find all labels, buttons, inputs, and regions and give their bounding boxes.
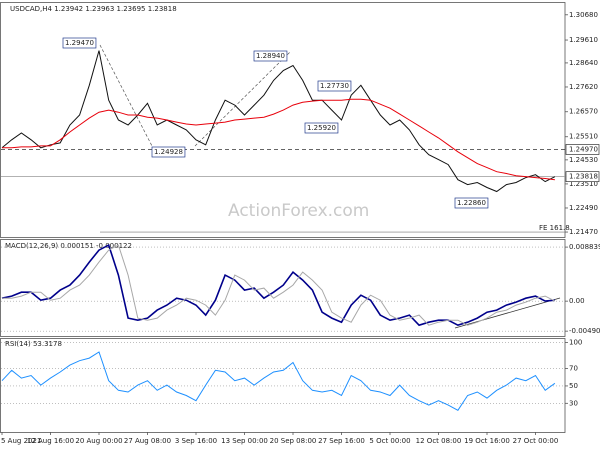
y-tick-label: 1.30680 [569, 11, 598, 19]
y-tick-label: 0.00 [569, 297, 585, 305]
rsi-panel [0, 338, 566, 433]
x-tick-label: 20 Sep 08:00 [270, 437, 317, 445]
x-tick-label: 19 Oct 16:00 [464, 437, 510, 445]
y-tick-label: 50 [569, 382, 578, 390]
y-tick-label: 1.23510 [569, 180, 598, 188]
annotation-box [317, 80, 352, 92]
y-tick-label: 0.008839 [569, 243, 600, 251]
x-tick-label: 3 Sep 16:00 [175, 437, 217, 445]
x-tick-label: 5 Oct 00:00 [369, 437, 410, 445]
level-label-box [565, 171, 600, 183]
x-tick-label: 27 Oct 00:00 [513, 437, 559, 445]
annotation-box [454, 197, 489, 209]
x-tick-label: 13 Sep 00:00 [221, 437, 268, 445]
y-tick-label: 1.28640 [569, 59, 598, 67]
series-line [2, 244, 556, 326]
annotation: 1.24928 [154, 148, 183, 156]
y-tick-label: 70 [569, 365, 578, 373]
series-line [1, 351, 556, 411]
trend-line [454, 297, 561, 329]
rsi-title: RSI(14) 53.3178 [5, 340, 62, 348]
y-tick-label: 1.24530 [569, 156, 598, 164]
level-label-box [565, 144, 600, 155]
annotation-box [253, 50, 288, 62]
y-tick-label: 100 [569, 338, 582, 346]
annotation-box [151, 146, 186, 158]
x-tick-label: 20 Aug 00:00 [75, 437, 122, 445]
wave-line [99, 44, 153, 147]
price-panel [0, 2, 566, 238]
y-tick-label: -0.004907 [569, 327, 600, 335]
x-tick-label: 5 Aug 2021 [1, 437, 41, 445]
y-tick-label: 1.25510 [569, 133, 598, 141]
watermark: ActionForex.com [228, 201, 369, 221]
x-tick-label: 12 Oct 08:00 [416, 437, 462, 445]
annotation-box [62, 37, 97, 49]
annotation-box [304, 122, 339, 134]
annotation: 1.25920 [307, 124, 336, 132]
y-tick-label: 1.29610 [569, 36, 598, 44]
series-line [1, 243, 555, 327]
y-tick-label: 1.26570 [569, 108, 598, 116]
series-line [1, 50, 556, 193]
y-tick-label: 1.21470 [569, 228, 598, 236]
macd-panel [0, 239, 566, 337]
level-label: 1.24970 [569, 145, 598, 153]
level-label: 1.23818 [569, 173, 598, 181]
chart-title: USDCAD,H4 1.23942 1.23963 1.23695 1.2381… [10, 5, 177, 13]
x-tick-label: 27 Aug 08:00 [124, 437, 171, 445]
macd-title: MACD(12,26,9) 0.000151 -0.000122 [5, 242, 132, 250]
annotation: 1.28940 [256, 52, 285, 60]
annotation: FE 161.8 [539, 224, 570, 232]
annotation: 1.27730 [320, 82, 349, 90]
x-tick-label: 12 Aug 16:00 [27, 437, 74, 445]
y-tick-label: 1.27620 [569, 83, 598, 91]
series-line [2, 98, 555, 181]
x-tick-label: 27 Sep 16:00 [318, 437, 365, 445]
annotation: 1.29470 [65, 39, 94, 47]
y-tick-label: 30 [569, 399, 578, 407]
y-tick-label: 1.22490 [569, 204, 598, 212]
annotation: 1.22860 [457, 199, 486, 207]
